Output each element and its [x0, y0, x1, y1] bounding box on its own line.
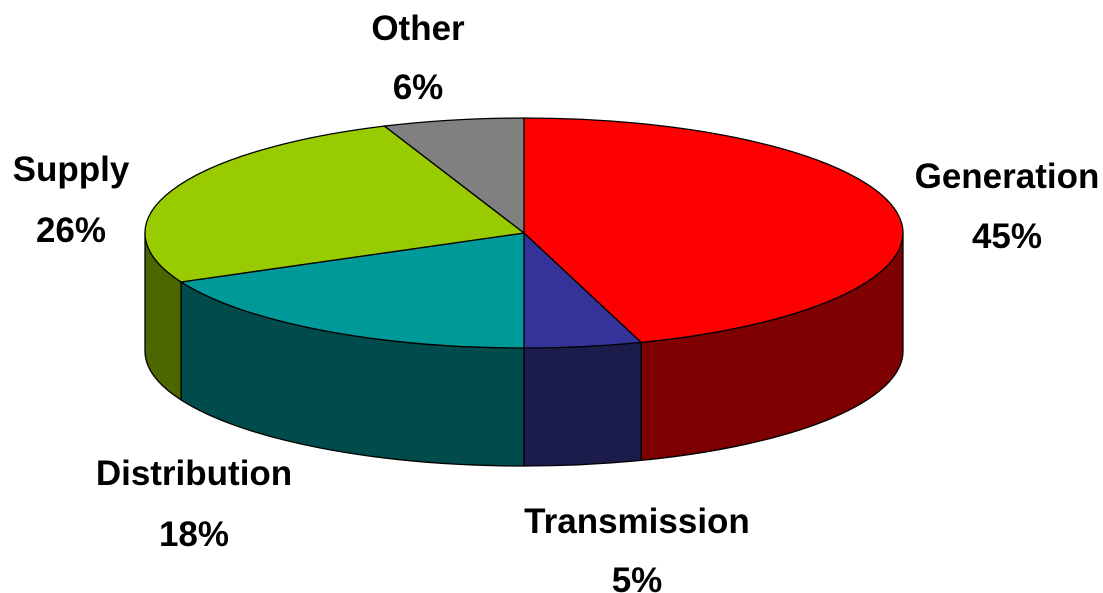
pie-tops: [144, 117, 904, 349]
label-distribution-name: Distribution: [96, 454, 292, 493]
label-generation-percent: 45%: [972, 217, 1042, 256]
label-transmission-percent: 5%: [612, 561, 663, 593]
pie-sides: [144, 232, 904, 467]
label-supply-name: Supply: [13, 150, 130, 189]
label-other-name: Other: [371, 9, 465, 48]
label-transmission-name: Transmission: [524, 502, 750, 541]
label-distribution-percent: 18%: [159, 515, 229, 554]
pie-slice-supply: [144, 125, 525, 283]
label-other-percent: 6%: [393, 68, 444, 107]
pie-slice-other: [383, 117, 525, 234]
pie-slice-generation: [523, 117, 904, 344]
pie-labels: Generation 45% Transmission 5% Distribut…: [13, 9, 1100, 593]
pie-slice-distribution: [180, 232, 525, 349]
label-supply-percent: 26%: [36, 211, 106, 250]
pie-side-transmission: [523, 341, 642, 467]
label-generation-name: Generation: [915, 157, 1100, 196]
